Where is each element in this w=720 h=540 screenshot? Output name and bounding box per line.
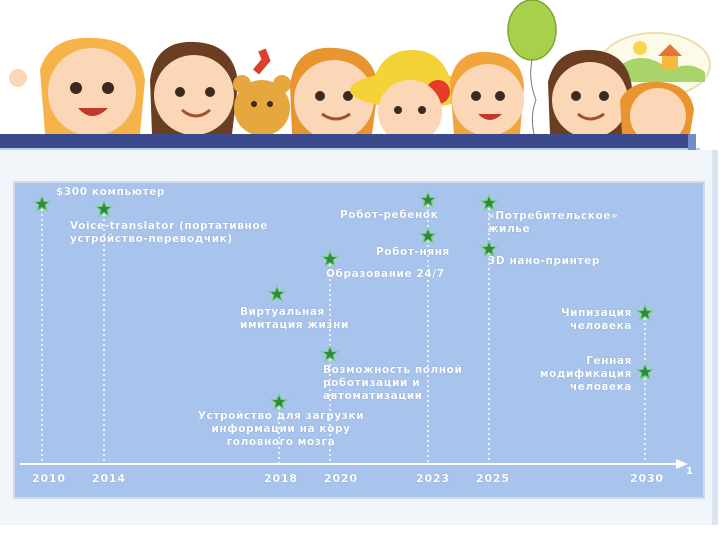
balloon-icon: [507, 0, 557, 135]
star-marker-e3: [419, 191, 437, 208]
event-label-e12: Устройство для загрузки информации на ко…: [197, 410, 365, 448]
child-face-3: [290, 47, 378, 140]
timeline-axis-arrow: [676, 459, 688, 469]
event-label-e8: Виртуальная имитация жизни: [240, 306, 349, 331]
event-label-e4: «Потребительское» жилье: [488, 210, 619, 235]
star-marker-e1: [33, 195, 51, 212]
star-marker-e8: [268, 285, 286, 302]
year-label-2018: 2018: [264, 472, 298, 485]
year-label-2025: 2025: [476, 472, 510, 485]
header-bar-dark: [0, 134, 690, 148]
child-face-7: [620, 81, 694, 144]
star-marker-e7: [321, 250, 339, 267]
year-label-2014: 2014: [92, 472, 126, 485]
child-face-hat: [350, 50, 474, 144]
event-label-e9: Чипизация человека: [561, 307, 632, 332]
star-marker-e2: [95, 200, 113, 217]
event-label-e7: Образование 24/7: [326, 268, 445, 280]
child-face-6: [548, 49, 632, 138]
star-marker-e10: [321, 345, 339, 362]
event-label-e6: 3D нано-принтер: [488, 255, 600, 267]
child-face-5: [450, 51, 524, 136]
year-label-2023: 2023: [416, 472, 450, 485]
event-label-e3: Робот-ребенок: [340, 209, 439, 221]
header-bar-end: [688, 134, 696, 164]
star-marker-e11: [636, 363, 654, 380]
event-label-e5: Робот-няня: [376, 246, 450, 258]
timeline-panel: [13, 181, 705, 499]
star-marker-e12: [270, 393, 288, 410]
event-label-e10: Возможность полной роботизации и автомат…: [323, 364, 463, 402]
star-marker-e9: [636, 304, 654, 321]
year-label-2030: 2030: [630, 472, 664, 485]
axis-end-marker: 1: [686, 466, 693, 477]
event-label-e2: Voice-translator (портативное устройство…: [70, 220, 268, 245]
child-face-1: [9, 37, 145, 136]
event-label-e1: $300 компьютер: [56, 186, 166, 198]
teddy-bear-icon: [233, 48, 291, 136]
year-label-2010: 2010: [32, 472, 66, 485]
year-label-2020: 2020: [324, 472, 358, 485]
star-marker-e4: [480, 194, 498, 211]
event-label-e11: Генная модификация человека: [539, 355, 632, 393]
children-banner-illustration: [9, 0, 711, 144]
child-face-2: [150, 41, 238, 135]
